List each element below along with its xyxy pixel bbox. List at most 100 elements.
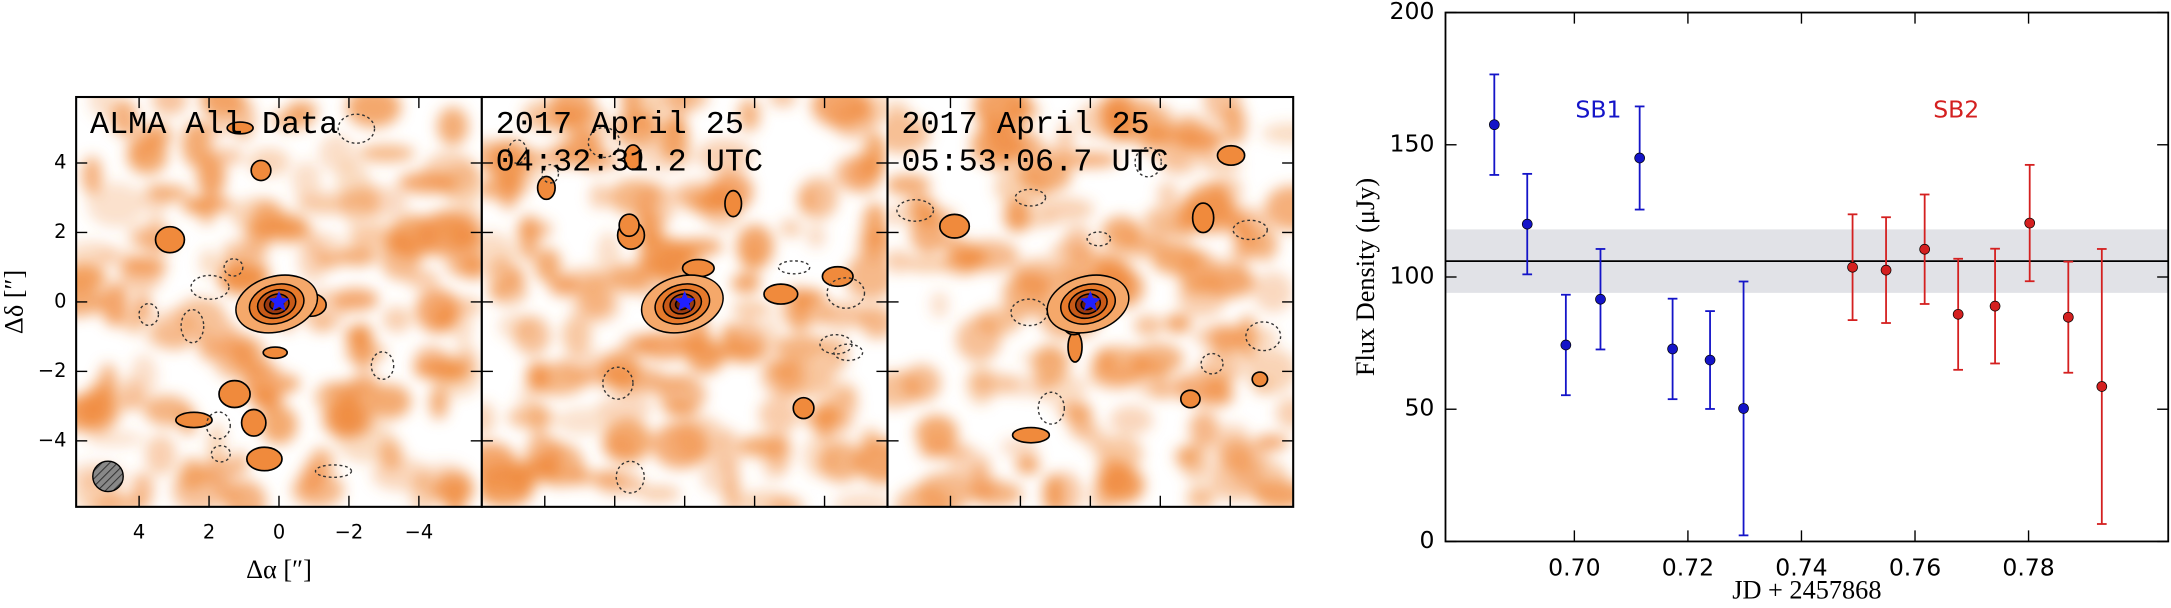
noise-blob [325,381,379,398]
noise-blob [358,144,416,163]
neg-contour [833,343,864,362]
x-tick-label: 0.70 [1548,554,1600,582]
map-image [887,97,1294,507]
panel-title: ALMA All Data [90,106,338,143]
noise-blob [349,322,374,369]
noise-blob [1133,315,1163,337]
map-image [481,97,888,507]
star-marker [1079,290,1101,311]
noise-blob [1061,152,1120,168]
noise-blob [634,331,696,360]
noise-blob [859,428,882,453]
y-tick-label: 150 [1390,129,1435,157]
noise-blob [596,395,653,421]
noise-blob [126,138,168,175]
noise-blob [215,484,242,502]
noise-blob [306,232,343,261]
neg-contour [210,444,231,463]
noise-blob [603,418,652,464]
noise-blob [346,97,402,128]
contour [245,446,283,472]
noise-blob [534,247,562,283]
x-tick-label: 0.76 [1889,554,1941,582]
noise-blob [118,395,151,411]
noise-blob [296,192,356,215]
noise-blob [1160,154,1197,175]
noise-blob [550,140,576,167]
noise-blob [906,256,948,273]
y-tick-label: 2 [54,220,66,243]
y-tick-label: 0 [1419,526,1434,554]
noise-blob [930,291,949,319]
neg-contour [205,411,231,440]
noise-blob [242,363,292,405]
noise-blob [551,97,595,128]
noise-blob [145,434,177,476]
noise-blob [561,316,592,355]
noise-blob [963,240,1019,272]
noise-blob [445,252,482,278]
noise-blob [557,349,615,385]
noise-blob [88,97,116,118]
noise-blob [1150,105,1174,142]
noise-blob [1157,182,1178,206]
data-point [1488,119,1500,131]
noise-blob [131,472,154,506]
data-point [1738,403,1749,414]
noise-blob [1188,128,1225,153]
noise-blob [731,301,773,317]
data-point [1952,308,1964,320]
noise-blob [1212,175,1243,205]
noise-blob [634,108,655,133]
y-tick-label: 0 [54,289,66,312]
noise-blob [700,458,741,494]
noise-blob [570,289,621,324]
noise-blob [366,384,412,419]
noise-blob [901,364,942,402]
noise-blob [118,257,163,292]
contour [724,189,743,218]
panel-title: 2017 April 25 [496,106,744,143]
noise-blob [697,139,753,173]
noise-blob [768,97,797,108]
y-tick-label: 4 [54,150,66,173]
data-point [1847,261,1858,273]
noise-blob [855,439,888,484]
noise-blob [336,160,370,204]
noise-blob [487,139,531,185]
y-tick-label: −2 [38,359,67,382]
noise-blob [1018,156,1072,193]
noise-blob [1235,226,1258,261]
noise-blob [1261,122,1294,144]
noise-blob [451,234,482,251]
noise-blob [202,120,232,136]
noise-blob [833,156,877,192]
noise-blob [487,279,528,305]
neg-contour [337,113,376,144]
noise-blob [621,97,640,121]
noise-blob [554,407,613,435]
data-point [1667,343,1678,355]
noise-blob [332,288,379,311]
data-point [1989,300,2001,312]
noise-blob [737,490,791,507]
data-point [1595,293,1606,305]
contour [623,144,643,171]
noise-blob [667,113,684,138]
x-tick-label: 0 [273,521,285,544]
noise-blob [825,379,858,416]
x-tick-label: 0.78 [2002,554,2054,582]
neg-contour [138,302,160,327]
noise [481,97,888,507]
x-tick-label: 0.72 [1662,554,1714,582]
contour [1011,426,1051,444]
noise-blob [1151,244,1204,275]
neg-contour [370,351,395,381]
noise-blob [100,282,129,327]
noise-blob [1042,474,1064,507]
noise-blob [1241,443,1268,468]
noise-blob [1036,197,1095,222]
noise-blob [291,161,321,200]
noise-blob [1106,116,1140,140]
data-point [2024,217,2036,229]
